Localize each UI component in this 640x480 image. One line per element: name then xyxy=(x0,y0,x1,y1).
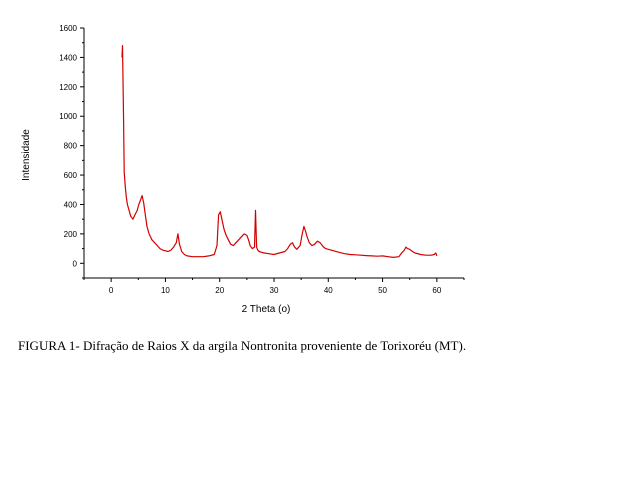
x-tick-label: 50 xyxy=(378,286,387,295)
y-tick-label: 600 xyxy=(64,171,78,180)
y-tick-label: 200 xyxy=(64,230,78,239)
x-tick-label: 20 xyxy=(215,286,224,295)
axes: 0 200 400 600 800 1000 1200 1400 1600 0 10 20 30 40 50… xyxy=(59,24,465,295)
x-tick-label: 60 xyxy=(432,286,441,295)
y-tick-label: 1000 xyxy=(59,112,77,121)
y-axis-title: Intensidade xyxy=(21,129,32,181)
plot-area xyxy=(121,44,438,258)
y-tick-label: 1600 xyxy=(59,24,77,33)
y-tick-label: 1400 xyxy=(59,53,77,62)
y-tick-label: 0 xyxy=(73,259,78,268)
y-tick-label: 800 xyxy=(64,142,78,151)
diffraction-series-line xyxy=(121,44,438,258)
y-tick-label: 400 xyxy=(64,200,78,209)
x-axis-title: 2 Theta (o) xyxy=(242,304,291,315)
x-tick-label: 40 xyxy=(324,286,333,295)
figure-caption: FIGURA 1- Difração de Raios X da argila … xyxy=(18,338,467,353)
y-tick-label: 1200 xyxy=(59,83,77,92)
x-tick-label: 10 xyxy=(161,286,170,295)
x-tick-label: 0 xyxy=(109,286,114,295)
xrd-chart: 0 200 400 600 800 1000 1200 1400 1600 0 10 20 30 40 50… xyxy=(21,24,465,315)
x-tick-label: 30 xyxy=(270,286,279,295)
